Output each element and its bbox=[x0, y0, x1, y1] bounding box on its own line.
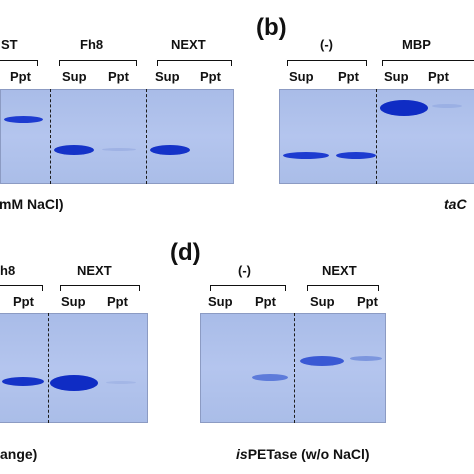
bracket-next bbox=[60, 285, 140, 291]
bracket-neg bbox=[210, 285, 286, 291]
panel-label-b: (b) bbox=[256, 14, 287, 41]
lane-label: Sup bbox=[62, 69, 87, 84]
caption-bottom-left: ange) bbox=[0, 446, 38, 462]
group-label-st: ST bbox=[1, 37, 18, 52]
bracket-next bbox=[157, 60, 232, 66]
protein-band bbox=[4, 116, 43, 123]
lane-label: Ppt bbox=[13, 294, 34, 309]
gel-bottom-right bbox=[200, 313, 386, 423]
protein-band-faint bbox=[432, 104, 462, 108]
bracket-next bbox=[307, 285, 379, 291]
bracket-mbp bbox=[382, 60, 474, 66]
bracket-neg bbox=[287, 60, 367, 66]
protein-band-faint bbox=[102, 148, 136, 151]
lane-label: Ppt bbox=[428, 69, 449, 84]
lane-label: Ppt bbox=[338, 69, 359, 84]
protein-band-faint bbox=[106, 381, 136, 384]
group-label-fh8: Fh8 bbox=[80, 37, 104, 52]
lane-label: Sup bbox=[61, 294, 86, 309]
gel-top-left bbox=[0, 89, 234, 184]
lane-divider bbox=[376, 89, 377, 184]
lane-label: Sup bbox=[384, 69, 409, 84]
lane-label: Ppt bbox=[108, 69, 129, 84]
protein-band bbox=[300, 356, 344, 366]
caption-italic-prefix: is bbox=[236, 446, 248, 462]
lane-label: Ppt bbox=[107, 294, 128, 309]
caption-top-right: taC bbox=[444, 196, 467, 212]
caption-rest: PETase (w/o NaCl) bbox=[247, 446, 370, 462]
group-label-neg: (-) bbox=[320, 37, 333, 52]
lane-label: Sup bbox=[310, 294, 335, 309]
protein-band-faint bbox=[252, 374, 288, 381]
lane-label: Sup bbox=[208, 294, 233, 309]
group-label-fh8: h8 bbox=[0, 263, 16, 278]
protein-band bbox=[2, 377, 44, 386]
lane-label: Ppt bbox=[255, 294, 276, 309]
group-label-next: NEXT bbox=[322, 263, 357, 278]
protein-band-faint bbox=[350, 356, 382, 361]
protein-band bbox=[380, 100, 428, 116]
protein-band bbox=[54, 145, 94, 155]
lane-label: Sup bbox=[155, 69, 180, 84]
group-label-next: NEXT bbox=[77, 263, 112, 278]
protein-band bbox=[150, 145, 190, 155]
lane-label: Ppt bbox=[10, 69, 31, 84]
lane-divider bbox=[50, 89, 51, 184]
bracket-st bbox=[0, 60, 38, 66]
lane-divider bbox=[294, 313, 295, 423]
group-label-neg: (-) bbox=[238, 263, 251, 278]
lane-label: Ppt bbox=[200, 69, 221, 84]
protein-band bbox=[50, 375, 98, 391]
lane-label: Ppt bbox=[357, 294, 378, 309]
lane-divider bbox=[146, 89, 147, 184]
group-label-next: NEXT bbox=[171, 37, 206, 52]
protein-band bbox=[336, 152, 376, 159]
bracket-fh8 bbox=[59, 60, 137, 66]
lane-divider bbox=[48, 313, 49, 423]
caption-bottom-right: isPETase (w/o NaCl) bbox=[236, 447, 370, 461]
lane-label: Sup bbox=[289, 69, 314, 84]
protein-band bbox=[283, 152, 329, 159]
group-label-mbp: MBP bbox=[402, 37, 431, 52]
bracket-fh8 bbox=[0, 285, 43, 291]
gel-bottom-left bbox=[0, 313, 148, 423]
caption-top-left: mM NaCl) bbox=[0, 196, 64, 212]
panel-label-d: (d) bbox=[170, 239, 201, 266]
